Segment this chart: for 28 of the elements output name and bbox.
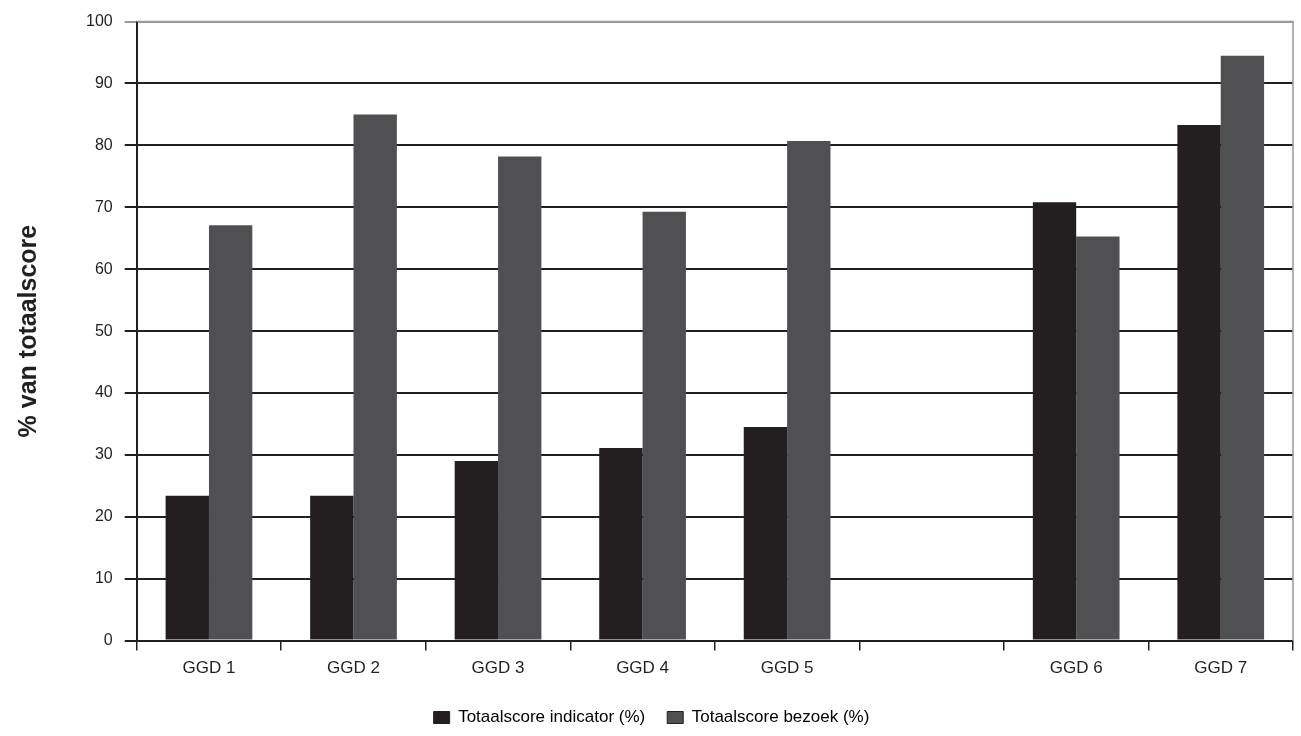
bar (353, 114, 397, 640)
x-tick-label: GGD 1 (182, 658, 236, 678)
x-tick-label: GGD 7 (1194, 658, 1248, 678)
legend-label: Totaalscore indicator (%) (458, 707, 646, 727)
x-tick-label: GGD 4 (616, 658, 670, 678)
y-axis-title: % van totaalscore (12, 224, 41, 438)
bar (1076, 236, 1120, 640)
y-tick-label: 70 (94, 197, 113, 215)
bar (208, 225, 253, 640)
y-tick-label: 10 (94, 569, 113, 587)
y-tick-label: 30 (94, 445, 113, 463)
y-tick-label: 60 (94, 259, 113, 277)
bar (787, 141, 831, 640)
y-tick-label: 80 (94, 135, 113, 153)
x-tick-label: GGD 3 (471, 658, 525, 678)
y-tick-label: 40 (94, 383, 113, 401)
x-tick-label: GGD 5 (760, 658, 814, 678)
y-tick-label: 50 (94, 321, 113, 339)
bar (642, 211, 686, 640)
legend-label: Totaalscore bezoek (%) (691, 707, 870, 727)
y-tick-label: 20 (94, 507, 113, 525)
y-tick-label: 90 (94, 73, 113, 91)
bar (1220, 55, 1265, 640)
y-tick-label: 0 (103, 631, 113, 649)
x-tick-label: GGD 6 (1049, 658, 1103, 678)
y-tick-label: 100 (85, 12, 113, 30)
x-tick-label: GGD 2 (327, 658, 380, 678)
bar (498, 156, 542, 640)
